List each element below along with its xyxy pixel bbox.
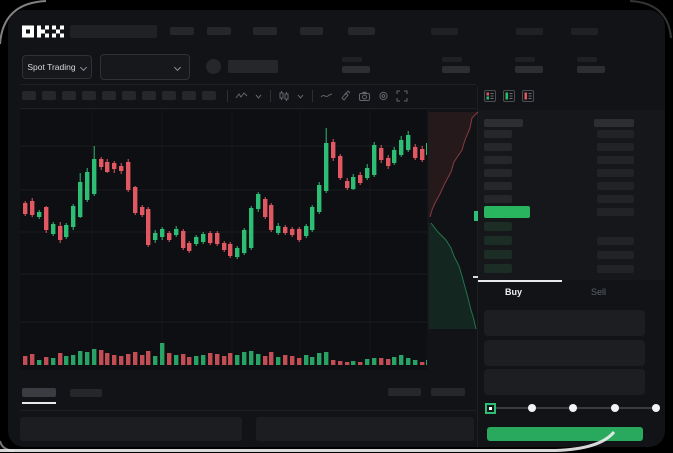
ask-amount-placeholder[interactable] bbox=[597, 208, 634, 216]
stat-value-placeholder bbox=[342, 66, 370, 73]
bid-amount-placeholder[interactable] bbox=[597, 237, 634, 245]
ask-amount-placeholder[interactable] bbox=[597, 182, 634, 190]
bottom-action-placeholder[interactable] bbox=[431, 388, 465, 396]
bid-price-placeholder[interactable] bbox=[484, 222, 512, 231]
price-chart[interactable] bbox=[20, 110, 431, 370]
slider-step-dot[interactable] bbox=[610, 404, 619, 412]
stat-label-placeholder bbox=[442, 57, 462, 62]
depth-chart[interactable] bbox=[428, 110, 479, 330]
interval-button-placeholder[interactable] bbox=[122, 91, 136, 100]
nav-item-placeholder[interactable] bbox=[253, 27, 277, 35]
chart-toolbar bbox=[226, 89, 408, 103]
interval-button-placeholder[interactable] bbox=[102, 91, 116, 100]
app-window: Spot Trading bbox=[8, 10, 665, 447]
ob-bids-icon[interactable] bbox=[503, 90, 515, 102]
bottom-tab-active-placeholder[interactable] bbox=[22, 388, 56, 397]
interval-button-placeholder[interactable] bbox=[182, 91, 196, 100]
orderbook-col-header-placeholder bbox=[594, 119, 634, 127]
stat-value-placeholder bbox=[515, 66, 543, 73]
pair-selector[interactable] bbox=[100, 54, 190, 80]
order-total-field[interactable] bbox=[484, 369, 645, 395]
bid-price-placeholder[interactable] bbox=[484, 236, 512, 245]
chevron-down-icon bbox=[81, 64, 87, 70]
stat-value-placeholder bbox=[442, 66, 470, 73]
bottom-tab-placeholder[interactable] bbox=[70, 389, 102, 397]
ask-price-placeholder[interactable] bbox=[484, 130, 512, 138]
ask-amount-placeholder[interactable] bbox=[597, 143, 634, 151]
separator bbox=[269, 89, 272, 103]
orderbook-col-header-placeholder bbox=[484, 119, 523, 127]
ask-price-placeholder[interactable] bbox=[484, 143, 512, 151]
buy-tab-indicator bbox=[478, 280, 562, 282]
ob-asks-icon[interactable] bbox=[522, 90, 534, 102]
orders-row-placeholder bbox=[256, 417, 474, 441]
line-icon[interactable] bbox=[320, 90, 333, 102]
interval-button-placeholder[interactable] bbox=[22, 91, 36, 100]
chevron-down-icon[interactable] bbox=[254, 90, 263, 102]
buy-button[interactable] bbox=[487, 427, 643, 441]
camera-icon[interactable] bbox=[358, 90, 371, 102]
slider-step-dot[interactable] bbox=[527, 404, 536, 412]
bid-amount-placeholder[interactable] bbox=[597, 265, 634, 273]
layers-icon[interactable] bbox=[339, 90, 352, 102]
interval-button-placeholder[interactable] bbox=[202, 91, 216, 100]
slider-handle[interactable] bbox=[484, 402, 496, 414]
ask-amount-placeholder[interactable] bbox=[597, 130, 634, 138]
separator bbox=[226, 89, 229, 103]
pair-name-placeholder bbox=[228, 60, 278, 73]
bottom-action-placeholder[interactable] bbox=[388, 388, 421, 396]
nav-item-placeholder[interactable] bbox=[348, 27, 375, 35]
orderbook-last-price-bar[interactable] bbox=[484, 206, 530, 218]
ask-amount-placeholder[interactable] bbox=[597, 169, 634, 177]
slider-step-dot[interactable] bbox=[569, 404, 577, 412]
gear-icon[interactable] bbox=[377, 90, 390, 102]
nav-item-placeholder[interactable] bbox=[170, 27, 194, 35]
order-price-field[interactable] bbox=[484, 310, 645, 336]
slider-step-dot[interactable] bbox=[652, 404, 660, 412]
wave-icon[interactable] bbox=[235, 90, 248, 102]
tab-buy[interactable]: Buy bbox=[505, 287, 523, 297]
tab-sell[interactable]: Sell bbox=[591, 287, 607, 297]
orderbook-view-toggles bbox=[484, 90, 534, 102]
bid-price-placeholder[interactable] bbox=[484, 250, 512, 259]
interval-button-placeholder[interactable] bbox=[62, 91, 76, 100]
market-type-selector[interactable]: Spot Trading bbox=[22, 55, 92, 79]
separator bbox=[311, 89, 314, 103]
interval-button-placeholder[interactable] bbox=[142, 91, 156, 100]
stat-value-placeholder bbox=[577, 66, 605, 73]
ask-amount-placeholder[interactable] bbox=[597, 156, 634, 164]
nav-action-placeholder[interactable] bbox=[431, 28, 458, 35]
stat-label-placeholder bbox=[342, 57, 362, 62]
stat-label-placeholder bbox=[515, 57, 535, 62]
ask-amount-placeholder[interactable] bbox=[597, 195, 634, 203]
market-type-label: Spot Trading bbox=[27, 62, 76, 72]
chevron-down-icon[interactable] bbox=[296, 90, 305, 102]
nav-action-placeholder[interactable] bbox=[516, 28, 543, 35]
order-amount-field[interactable] bbox=[484, 340, 645, 366]
ask-price-placeholder[interactable] bbox=[484, 195, 512, 203]
ask-price-placeholder[interactable] bbox=[484, 169, 512, 177]
interval-button-placeholder[interactable] bbox=[82, 91, 96, 100]
stat-label-placeholder bbox=[577, 57, 597, 62]
nav-search-placeholder[interactable] bbox=[70, 25, 157, 38]
nav-action-placeholder[interactable] bbox=[571, 28, 598, 35]
candles-icon[interactable] bbox=[278, 90, 290, 102]
ask-price-placeholder[interactable] bbox=[484, 182, 512, 190]
fullscreen-icon[interactable] bbox=[396, 90, 408, 102]
nav-item-placeholder[interactable] bbox=[207, 27, 231, 35]
bid-amount-placeholder[interactable] bbox=[597, 251, 634, 259]
chevron-down-icon bbox=[175, 64, 181, 70]
bid-price-placeholder[interactable] bbox=[484, 264, 512, 273]
interval-button-placeholder[interactable] bbox=[162, 91, 176, 100]
ob-both-icon[interactable] bbox=[484, 90, 496, 102]
interval-button-placeholder[interactable] bbox=[42, 91, 56, 100]
ask-price-placeholder[interactable] bbox=[484, 156, 512, 164]
nav-item-placeholder[interactable] bbox=[300, 27, 323, 35]
bottom-tab-active-underline bbox=[22, 402, 56, 404]
orders-row-placeholder bbox=[20, 417, 242, 441]
okx-logo[interactable] bbox=[22, 25, 64, 38]
pair-coin-icon bbox=[206, 59, 221, 74]
